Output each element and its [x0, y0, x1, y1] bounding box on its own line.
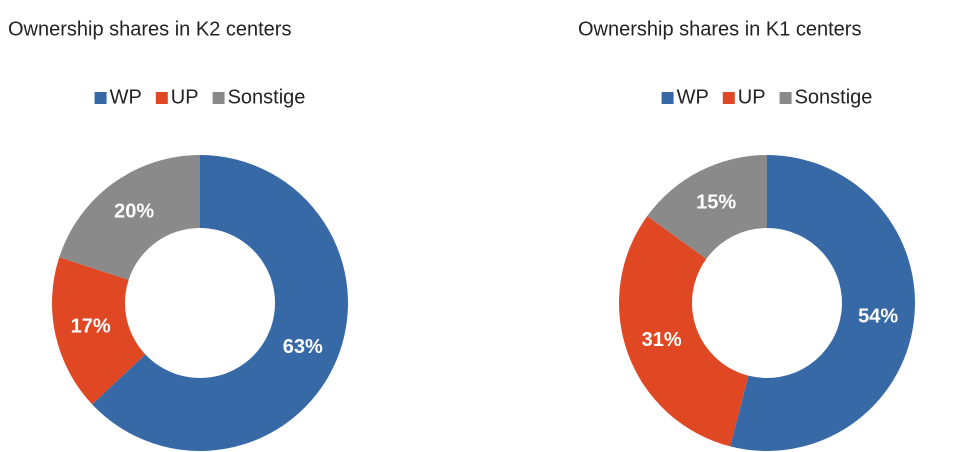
- slice-label: 17%: [71, 316, 111, 338]
- legend-label: UP: [738, 86, 766, 108]
- legend: WP UP Sonstige: [661, 86, 873, 108]
- legend-swatch: [779, 92, 792, 104]
- legend-label: WP: [677, 86, 709, 108]
- legend: WP UP Sonstige: [94, 86, 306, 108]
- slice-label: 63%: [283, 336, 323, 358]
- donut-slice: [730, 155, 915, 451]
- slice-label: 20%: [114, 201, 154, 223]
- slice-label: 54%: [858, 305, 898, 327]
- slice-label: 31%: [642, 329, 682, 351]
- chart: Ownership shares in K2 centers WP UP Sonsti…: [8, 18, 348, 451]
- legend-label: UP: [171, 86, 199, 108]
- legend-swatch: [661, 92, 674, 104]
- donut-slice: [647, 155, 767, 259]
- donut-slice: [59, 155, 200, 280]
- legend-label: WP: [110, 86, 142, 108]
- donut-slice: [52, 257, 146, 405]
- chart: Ownership shares in K1 centers WP UP Sonsti…: [578, 18, 915, 451]
- slice-label: 15%: [696, 191, 736, 213]
- legend-swatch: [722, 92, 735, 104]
- chart-title: Ownership shares in K2 centers: [8, 18, 291, 40]
- legend-label: Sonstige: [228, 86, 306, 108]
- legend-swatch: [94, 92, 107, 104]
- legend-label: Sonstige: [795, 86, 873, 108]
- legend-swatch: [155, 92, 168, 104]
- donut-slice: [619, 216, 749, 447]
- chart-title: Ownership shares in K1 centers: [578, 18, 861, 40]
- legend-swatch: [212, 92, 225, 104]
- donut-slice: [92, 155, 348, 451]
